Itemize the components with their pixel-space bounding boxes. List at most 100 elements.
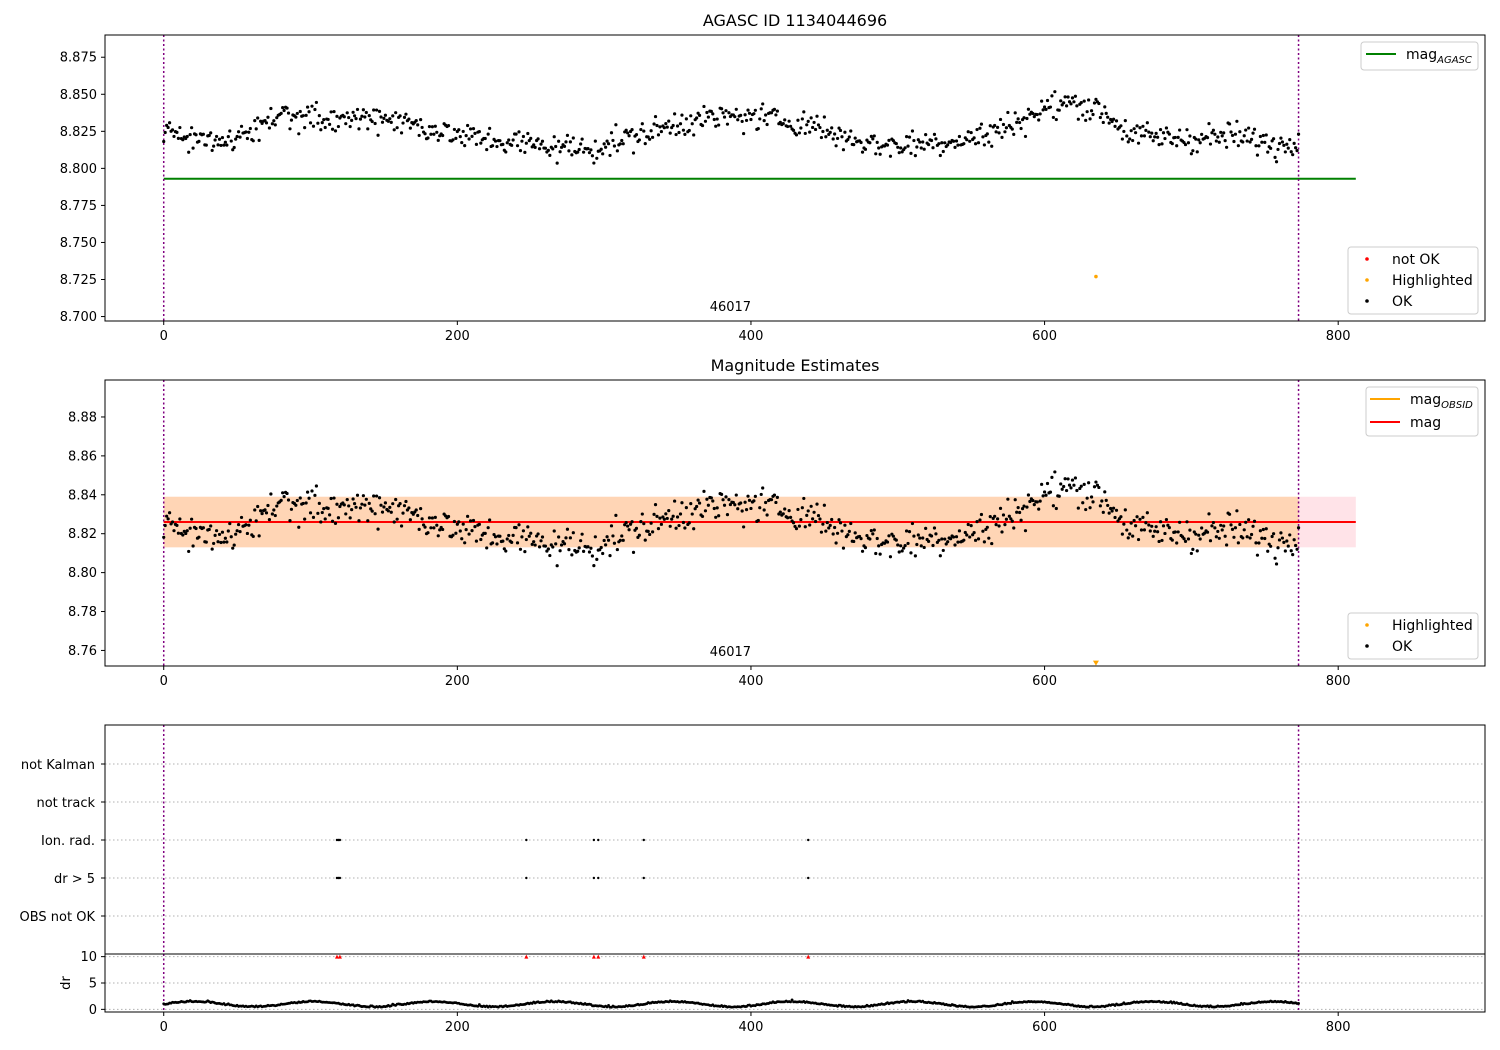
p1-point-328 — [643, 142, 647, 146]
p2-point-242 — [517, 523, 521, 527]
p2-point-277 — [568, 536, 572, 540]
p1-point-335 — [653, 114, 658, 119]
p2-point-167 — [407, 506, 411, 510]
p1-point-154 — [388, 117, 392, 121]
p1-point-146 — [376, 133, 380, 137]
p1-point-538 — [951, 139, 956, 143]
p1-point-91 — [295, 111, 299, 116]
dr-clipped-marker-0 — [334, 954, 339, 959]
p1-point-285 — [580, 137, 584, 141]
p2-point-718 — [1216, 529, 1220, 534]
p2-point-235 — [507, 533, 511, 538]
p2-point-36 — [214, 529, 219, 533]
p2-point-258 — [540, 535, 545, 539]
p1-point-519 — [924, 133, 928, 137]
p2-point-699 — [1188, 528, 1192, 532]
p1-point-704 — [1195, 150, 1199, 154]
p2-point-276 — [567, 548, 571, 552]
p2-point-420 — [778, 510, 782, 514]
p2-point-358 — [687, 521, 691, 525]
p1-point-327 — [642, 129, 646, 133]
p2-point-691 — [1176, 530, 1180, 534]
p1-point-740 — [1248, 140, 1252, 144]
p1-point-207 — [466, 123, 470, 128]
p1-point-71 — [266, 115, 270, 119]
p2-point-429 — [791, 521, 796, 525]
p2-point-626 — [1081, 501, 1085, 505]
p2-point-599 — [1041, 494, 1045, 498]
p1-point-677 — [1156, 135, 1160, 139]
p2-point-347 — [671, 514, 675, 518]
p1-point-337 — [656, 133, 661, 137]
p2-point-315 — [624, 520, 628, 525]
p2-point-679 — [1158, 520, 1163, 524]
p1-point-758 — [1274, 160, 1279, 164]
p2-point-436 — [802, 496, 806, 501]
p2-point-540 — [954, 535, 959, 539]
p1-point-653 — [1120, 137, 1124, 141]
p1-point-345 — [668, 131, 672, 135]
p2-point-291 — [589, 546, 593, 550]
p1-point-182 — [429, 132, 433, 136]
p1-point-11 — [178, 125, 182, 130]
p1-point-39 — [219, 143, 223, 148]
p2-point-526 — [934, 532, 938, 536]
p1-point-221 — [486, 132, 490, 136]
p2-point-678 — [1157, 539, 1161, 544]
p2-point-44 — [226, 529, 230, 533]
p1-point-341 — [662, 126, 666, 130]
p1-point-765 — [1285, 142, 1289, 146]
p2-point-384 — [725, 513, 730, 517]
p2-point-460 — [837, 518, 841, 522]
p2-point-685 — [1167, 526, 1171, 530]
p2-point-172 — [414, 508, 418, 512]
p2-point-601 — [1044, 493, 1048, 497]
p1-point-619 — [1070, 96, 1075, 100]
p1-point-561 — [985, 132, 989, 136]
p1-point-638 — [1098, 115, 1102, 120]
p2-point-748 — [1260, 536, 1264, 540]
p2-point-641 — [1103, 490, 1107, 494]
p2-point-683 — [1164, 517, 1169, 522]
p1-point-270 — [558, 150, 562, 154]
p1-point-616 — [1066, 95, 1070, 99]
p2-point-617 — [1067, 483, 1072, 487]
p2-point-640 — [1101, 510, 1105, 514]
p2-point-506 — [904, 529, 909, 533]
p1-point-353 — [680, 113, 684, 117]
p2-point-411 — [765, 513, 769, 517]
p2-point-344 — [667, 509, 671, 513]
p2-ytick-label-6: 8.88 — [68, 410, 97, 425]
p1-point-669 — [1144, 128, 1148, 133]
p1-point-741 — [1249, 137, 1254, 141]
p1-point-604 — [1048, 105, 1053, 109]
p1-point-247 — [524, 141, 528, 145]
p1-point-102 — [311, 124, 316, 128]
p2-point-432 — [796, 507, 800, 512]
p2-point-234 — [505, 537, 509, 541]
p1-point-58 — [247, 130, 251, 134]
p2-point-760 — [1277, 538, 1282, 542]
p1-point-309 — [615, 149, 619, 153]
p2-point-425 — [786, 516, 790, 520]
p2-point-634 — [1092, 485, 1097, 489]
p1-point-144 — [373, 121, 377, 126]
p1-point-705 — [1197, 138, 1201, 142]
p1-point-187 — [436, 138, 440, 142]
p1-point-476 — [860, 150, 865, 154]
p2-point-273 — [562, 542, 567, 546]
p2-point-647 — [1111, 506, 1116, 510]
p1-point-80 — [279, 111, 283, 115]
p2-point-81 — [281, 491, 285, 495]
p1-point-666 — [1139, 134, 1144, 138]
p1-point-153 — [386, 119, 390, 123]
p2-point-441 — [809, 504, 813, 508]
p2-point-534 — [946, 540, 950, 544]
p1-point-714 — [1210, 131, 1214, 135]
p1-point-749 — [1261, 133, 1265, 138]
p1-point-265 — [551, 147, 555, 151]
p2-point-740 — [1248, 536, 1252, 540]
p2-point-471 — [853, 531, 857, 535]
legend-highlighted: Highlighted — [1392, 273, 1473, 289]
p2-point-642 — [1104, 498, 1108, 502]
